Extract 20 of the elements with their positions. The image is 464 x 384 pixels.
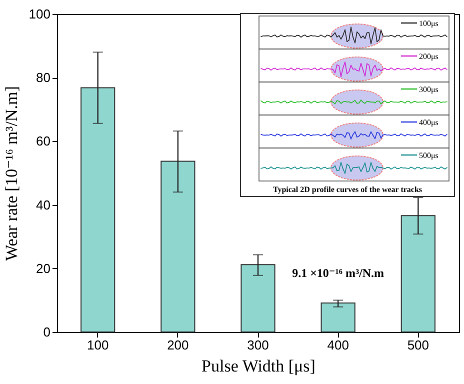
x-tick-label: 400 — [327, 338, 349, 352]
annotation: 100μs — [419, 19, 438, 28]
x-tick-label: 300 — [247, 338, 269, 352]
y-tick-label: 20 — [36, 260, 50, 276]
annotation: 300μs — [419, 85, 438, 94]
y-tick-label: 40 — [36, 197, 50, 212]
x-axis-title: Pulse Width [μs] — [202, 356, 316, 376]
y-tick-label: 0 — [43, 324, 50, 340]
x-tick-label: 500 — [407, 338, 430, 352]
x-tick-label: 200 — [167, 338, 189, 352]
y-tick-label: 100 — [28, 6, 50, 22]
x-tick-label: 100 — [86, 338, 109, 352]
y-axis-title: Wear rate [10⁻¹⁶ m³/N.m] — [2, 86, 21, 261]
y-tick-label: 80 — [36, 70, 50, 86]
annotation: 400μs — [419, 118, 438, 127]
annotation: 500μs — [419, 151, 438, 160]
annotation: 200μs — [419, 52, 438, 61]
y-tick-label: 60 — [36, 134, 50, 149]
annotation: Typical 2D profile curves of the wear tracks — [272, 185, 424, 194]
annotation: 9.1 ×10⁻¹⁶ m³/N.m — [292, 266, 384, 280]
